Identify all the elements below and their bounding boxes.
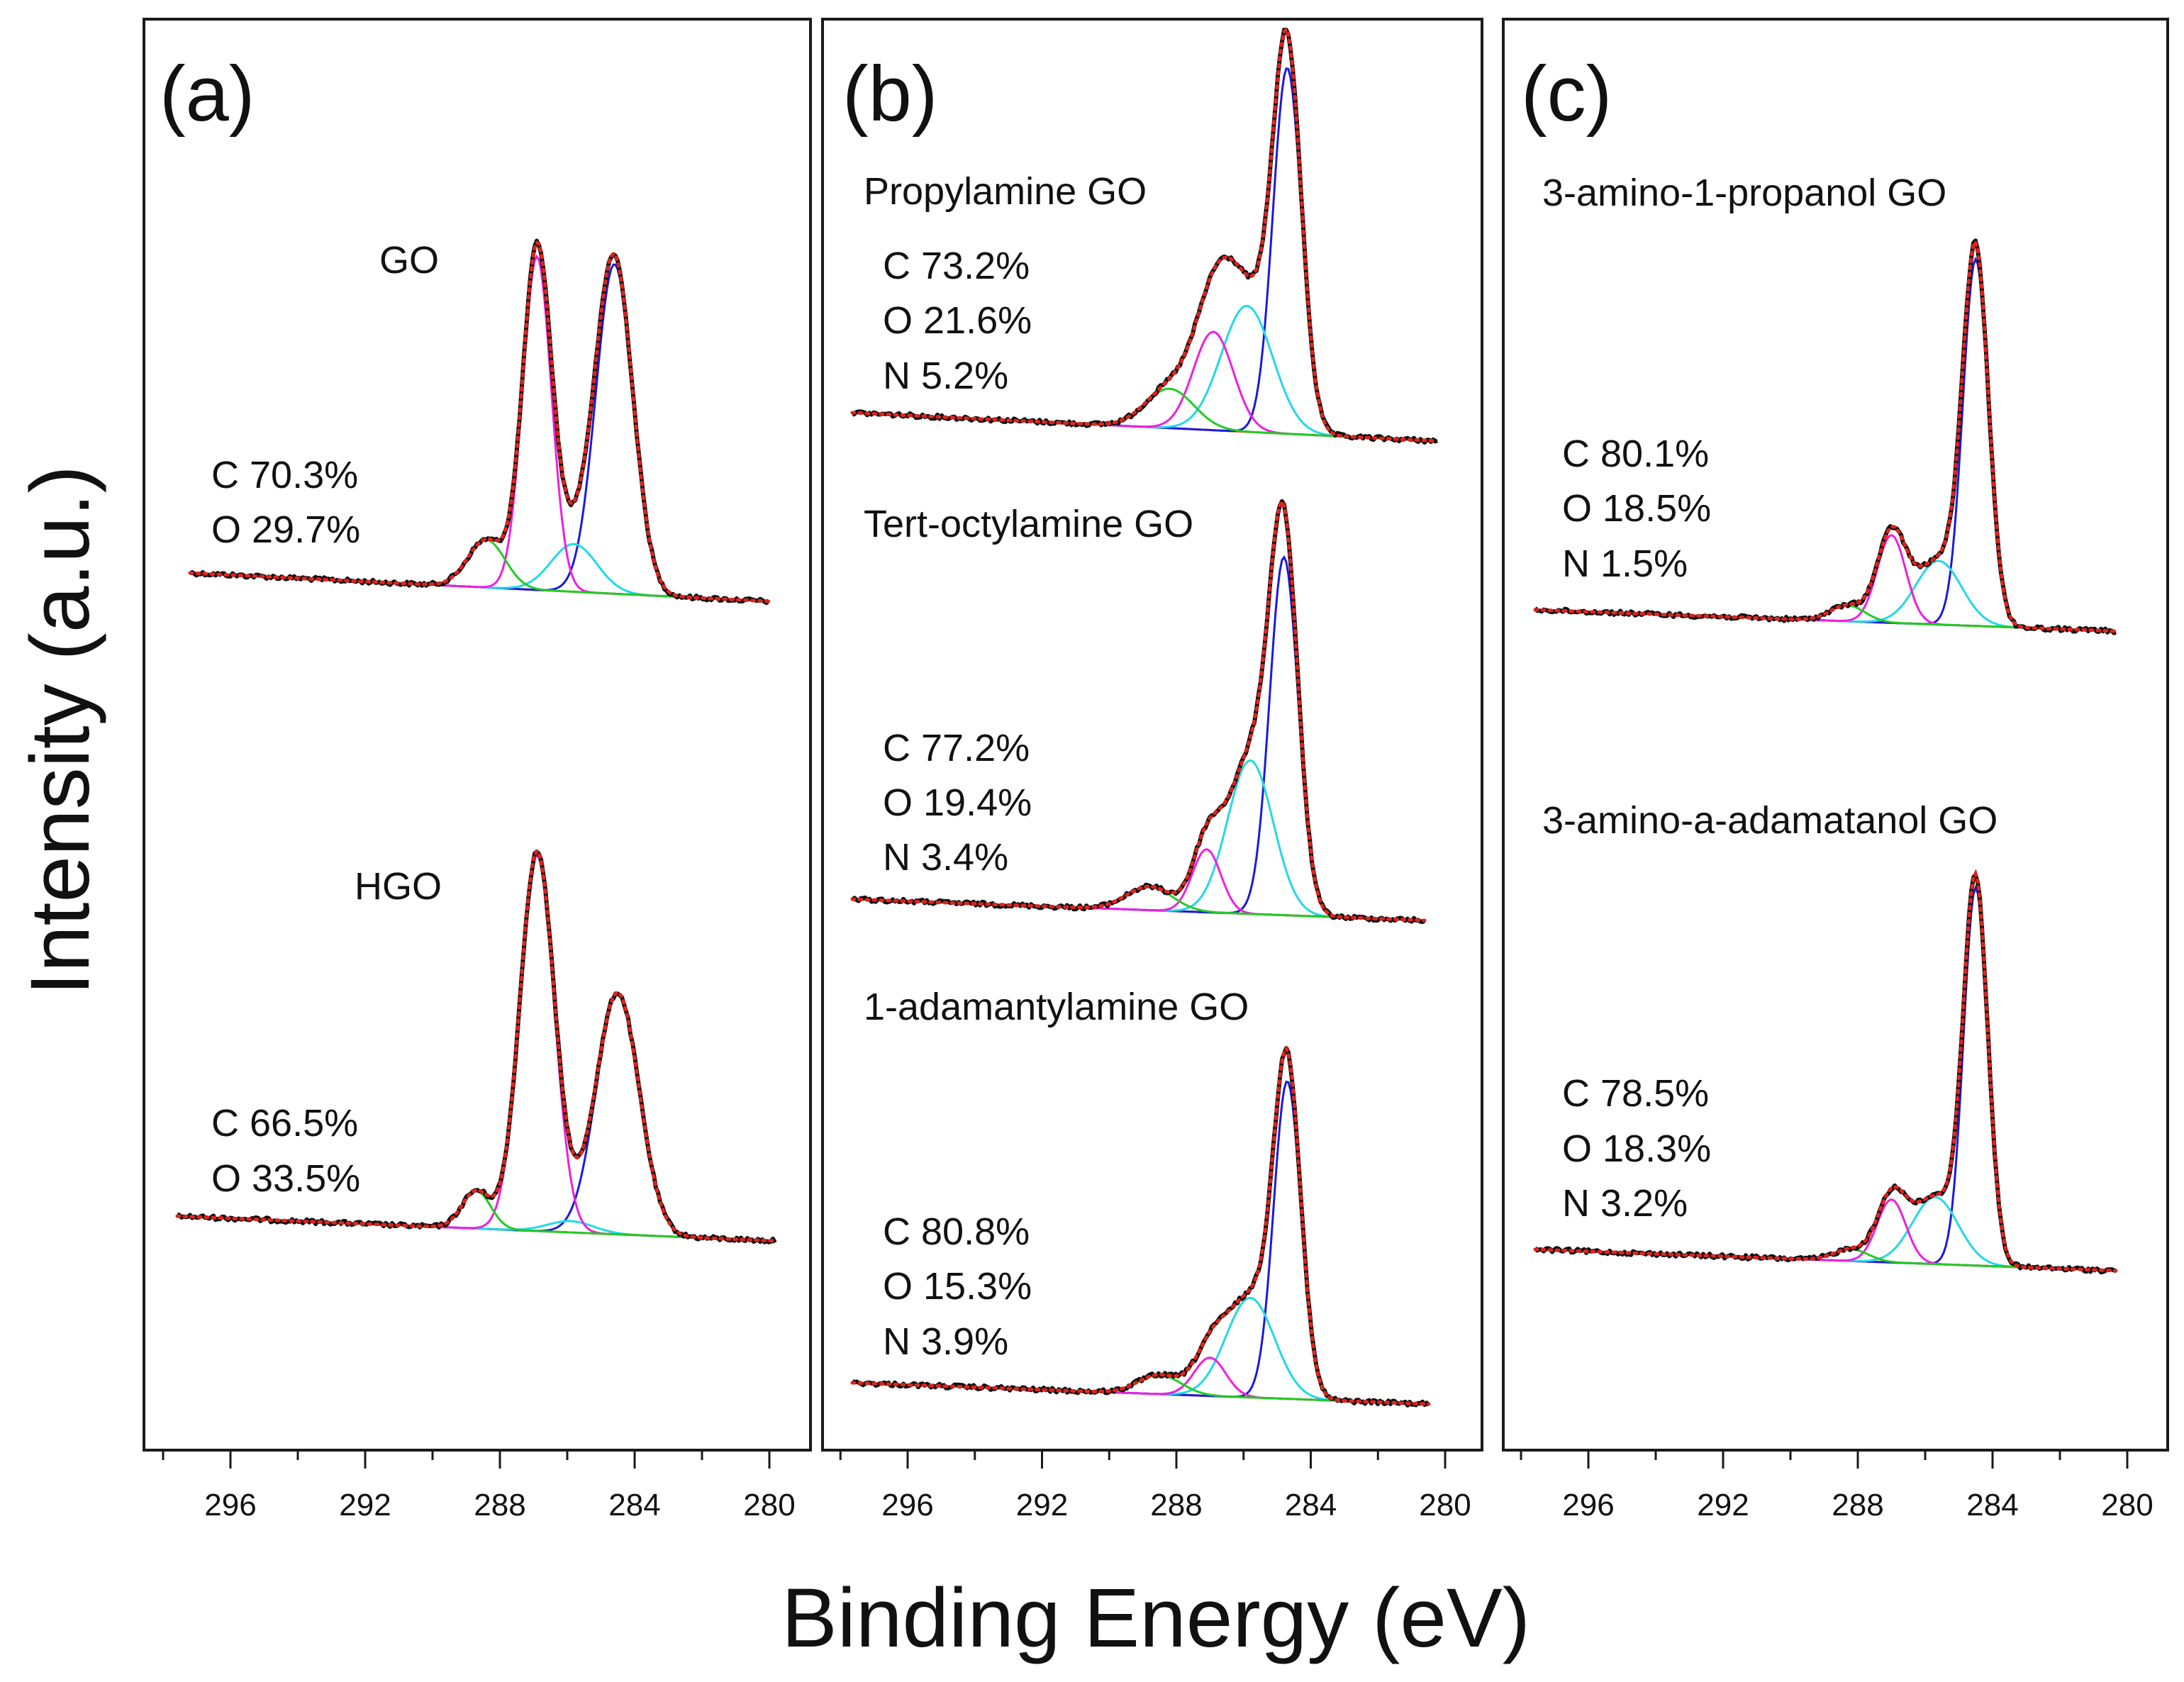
x-tick-label-288: 288 — [1150, 1488, 1202, 1522]
x-tick-label-280: 280 — [2101, 1488, 2153, 1522]
x-tick-label-280: 280 — [743, 1488, 795, 1522]
panel-a-frame — [143, 18, 812, 1452]
panel-a-letter: (a) — [160, 50, 255, 138]
panel-b-x-axis: 296 292 288 284 280 — [839, 1450, 1471, 1522]
composition-amino-propanol-o: O 18.5% — [1562, 487, 1711, 530]
composition-propylamine-c: C 73.2% — [883, 245, 1030, 287]
x-tick-label-284: 284 — [1966, 1488, 2018, 1522]
composition-adamantylamine-n: N 3.9% — [883, 1320, 1008, 1363]
spectrum-name-propylamine-go: Propylamine GO — [864, 170, 1147, 213]
composition-amino-adamatanol-c: C 78.5% — [1562, 1072, 1709, 1115]
amino-adamatanol-go-spectrum — [1533, 869, 2118, 1275]
panel-c-x-axis: 296 292 288 284 280 — [1520, 1450, 2154, 1522]
x-tick-label-284: 284 — [608, 1488, 660, 1522]
fit-envelope-curve — [850, 26, 1439, 443]
panel-b-frame — [821, 18, 1483, 1452]
composition-propylamine-n: N 5.2% — [883, 355, 1008, 397]
x-tick-label-292: 292 — [1016, 1488, 1068, 1522]
adamantylamine-go-spectrum — [850, 1045, 1431, 1408]
spectrum-name-go: GO — [379, 239, 439, 282]
panel-c-frame — [1502, 18, 2169, 1452]
spectrum-name-tert-octylamine-go: Tert-octylamine GO — [864, 503, 1193, 545]
composition-tert-octylamine-o: O 19.4% — [883, 781, 1032, 824]
spectrum-name-hgo: HGO — [355, 865, 442, 908]
panel-a-x-axis: 296 292 288 284 280 — [162, 1450, 796, 1522]
composition-go-o: O 29.7% — [211, 508, 360, 551]
y-axis-title: Intensity (a.u.) — [13, 465, 107, 996]
x-axis-title: Binding Energy (eV) — [781, 1571, 1530, 1665]
panel-c-letter: (c) — [1521, 50, 1612, 138]
composition-hgo-c: C 66.5% — [211, 1102, 358, 1144]
panel-a: (a) 296 292 288 284 280 GO C 70.3% O 29.7% H… — [143, 18, 812, 1522]
x-tick-label-288: 288 — [474, 1488, 525, 1522]
fit-envelope-curve — [188, 240, 771, 603]
composition-amino-propanol-n: N 1.5% — [1562, 542, 1688, 585]
fit-envelope-curve — [850, 498, 1427, 923]
composition-adamantylamine-o: O 15.3% — [883, 1265, 1032, 1308]
composition-adamantylamine-c: C 80.8% — [883, 1210, 1030, 1253]
panel-c: (c) 296 292 288 284 280 3-amino-1-propanol G… — [1502, 18, 2169, 1522]
hgo-spectrum — [175, 848, 777, 1244]
propylamine-go-spectrum — [850, 26, 1439, 445]
spectrum-name-adamantylamine-go: 1-adamantylamine GO — [864, 986, 1249, 1028]
composition-go-c: C 70.3% — [211, 454, 358, 496]
x-tick-label-284: 284 — [1285, 1488, 1337, 1522]
composition-amino-adamatanol-o: O 18.3% — [1562, 1127, 1711, 1170]
x-tick-label-296: 296 — [881, 1488, 933, 1522]
spectrum-name-amino-propanol-go: 3-amino-1-propanol GO — [1542, 172, 1946, 214]
composition-amino-adamatanol-n: N 3.2% — [1562, 1182, 1688, 1225]
composition-hgo-o: O 33.5% — [211, 1157, 360, 1200]
fit-envelope-curve — [1533, 869, 2118, 1273]
x-tick-label-288: 288 — [1832, 1488, 1883, 1522]
panel-b: (b) 296 292 288 284 280 Propylamine GO C 73.… — [821, 18, 1483, 1522]
fit-envelope-curve — [1533, 238, 2118, 633]
x-tick-label-296: 296 — [204, 1488, 256, 1522]
amino-propanol-go-spectrum — [1533, 238, 2118, 635]
composition-amino-propanol-c: C 80.1% — [1562, 433, 1709, 475]
x-tick-label-296: 296 — [1562, 1488, 1614, 1522]
x-tick-label-280: 280 — [1419, 1488, 1471, 1522]
composition-tert-octylamine-n: N 3.4% — [883, 836, 1008, 879]
spectrum-name-amino-adamatanol-go: 3-amino-a-adamatanol GO — [1542, 799, 1998, 842]
go-spectrum — [188, 238, 771, 606]
tert-octylamine-go-spectrum — [850, 498, 1427, 925]
composition-propylamine-o: O 21.6% — [883, 299, 1032, 342]
panel-b-letter: (b) — [842, 50, 937, 138]
fit-envelope-curve — [175, 848, 777, 1243]
x-tick-label-292: 292 — [339, 1488, 391, 1522]
fit-envelope-curve — [850, 1045, 1431, 1406]
x-tick-label-292: 292 — [1697, 1488, 1749, 1522]
composition-tert-octylamine-c: C 77.2% — [883, 727, 1030, 769]
